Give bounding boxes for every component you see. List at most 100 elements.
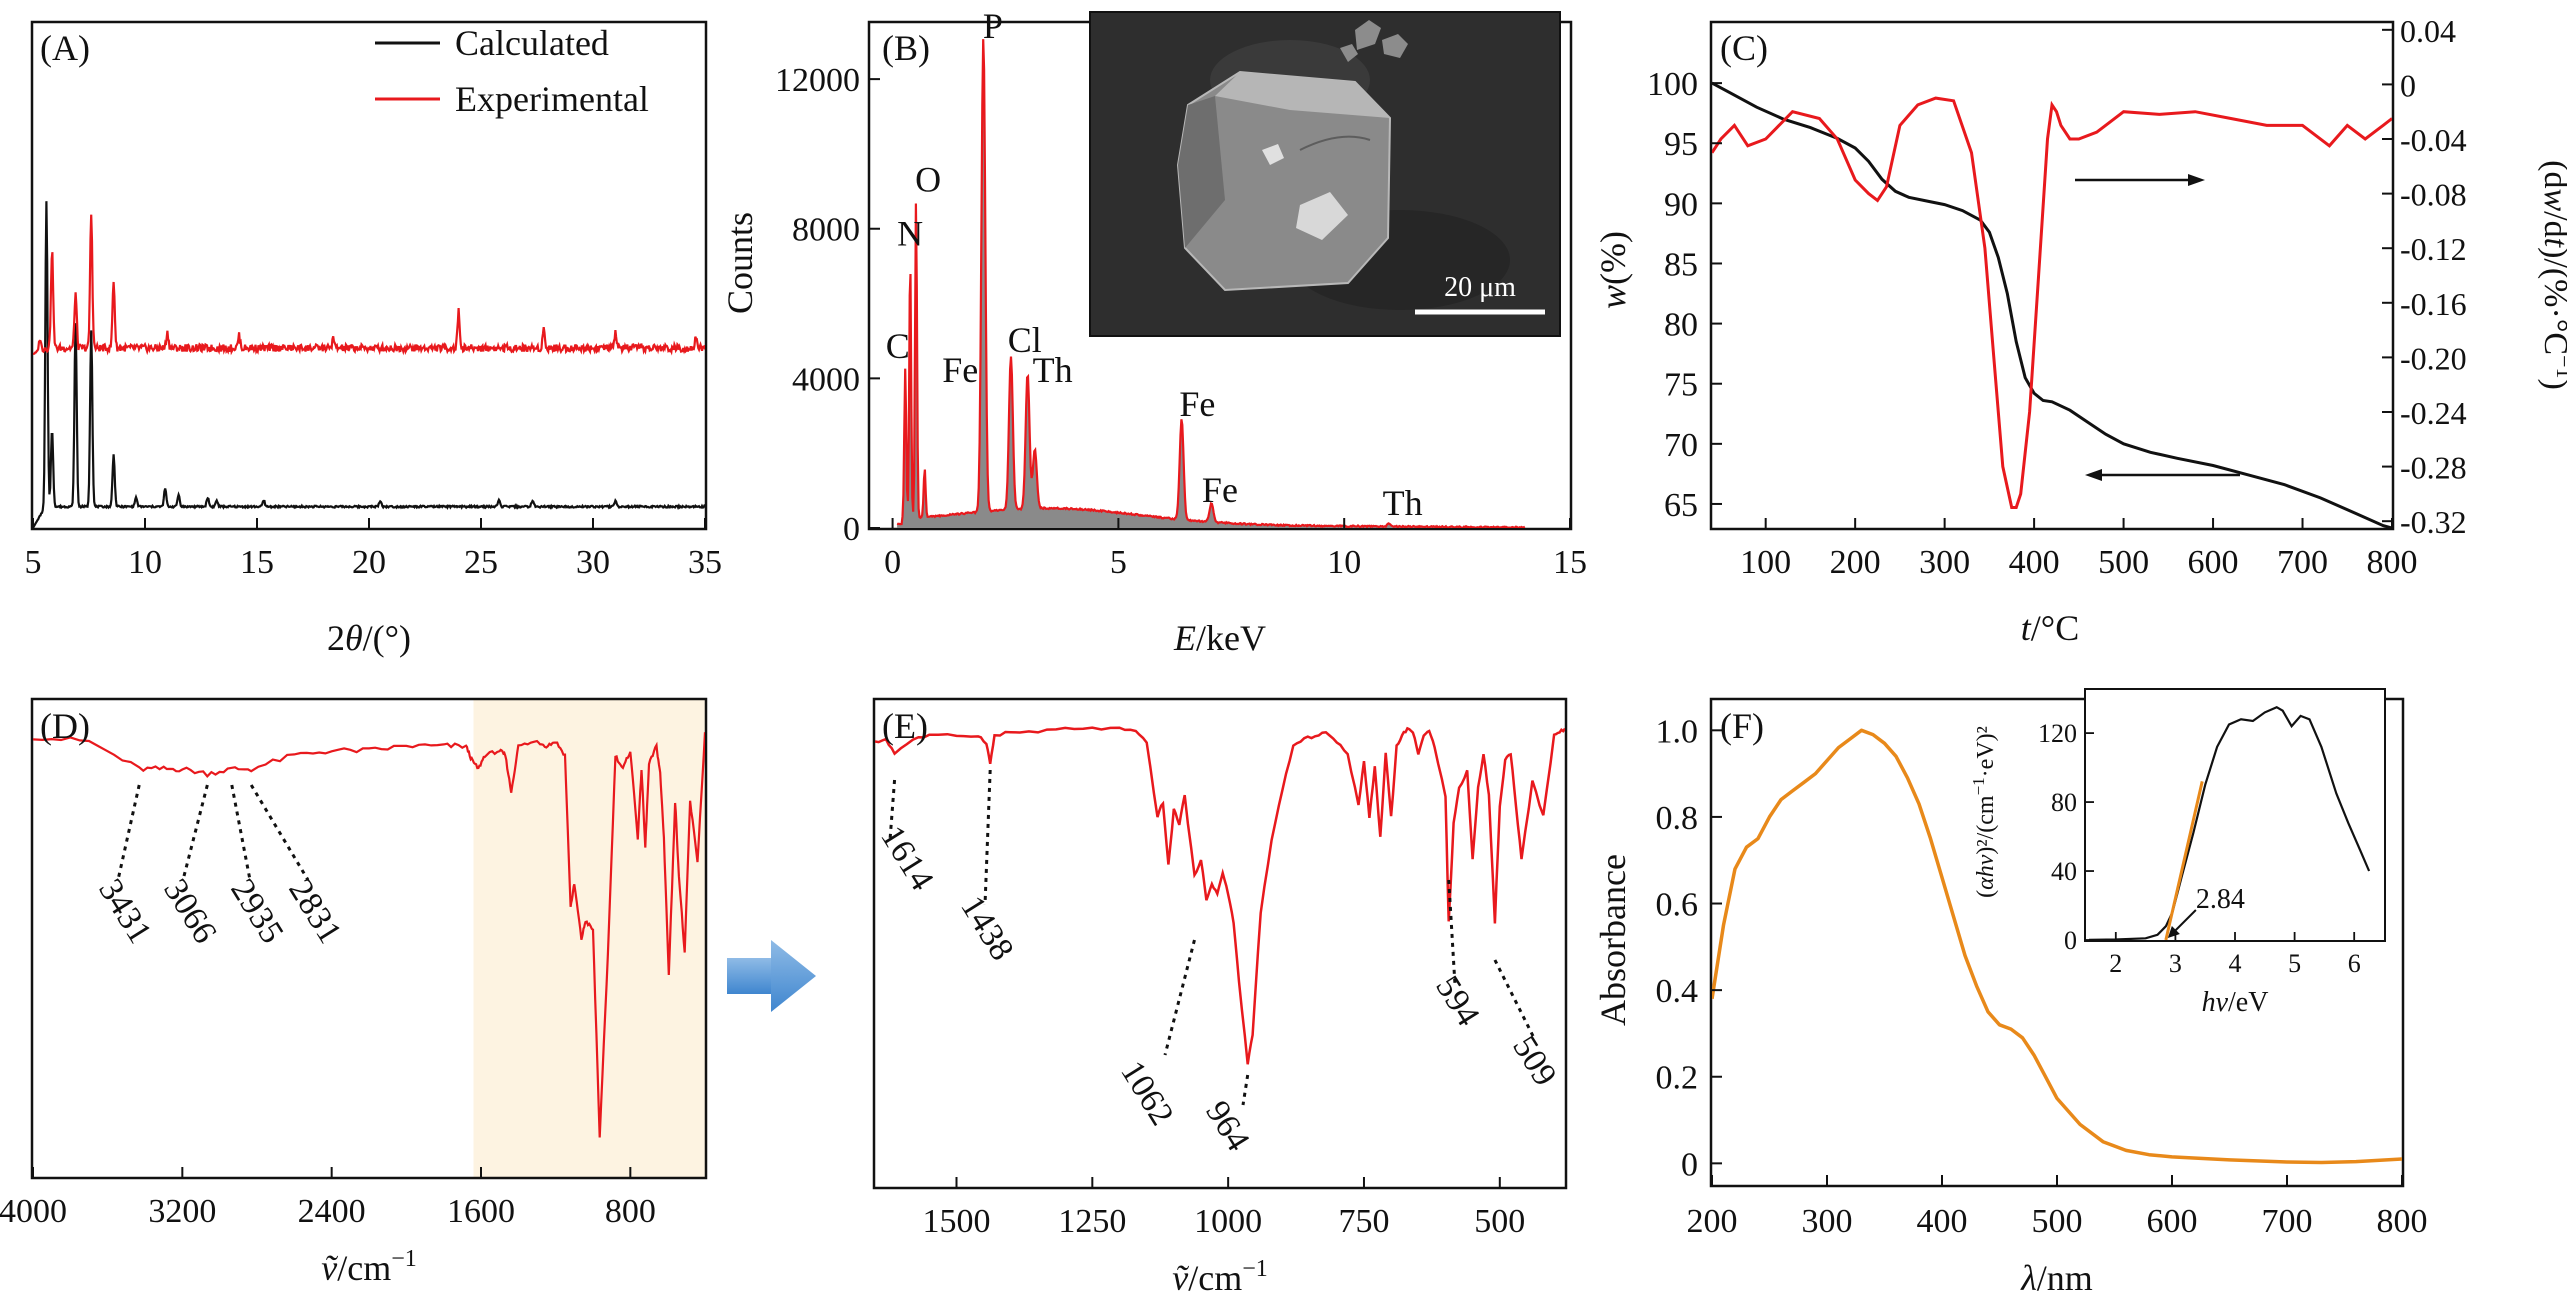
panel-c-arrows [2075,174,2240,481]
panel-c-xlabel-unit: /°C [2031,608,2079,648]
panel-a-frame [30,20,708,531]
panel-b-xlabel-unit: /keV [1196,618,1266,658]
y-tick-label: 70 [1664,427,1698,464]
sem-scale-bar-label: 20 μm [1444,272,1516,303]
series-line-experimental [33,214,705,356]
peak-label: 594 [1428,970,1486,1033]
y-tick-label: 75 [1664,367,1698,404]
panel-c-y-axis-label: w(%) [1593,231,1633,309]
eds-spectrum-line [896,39,1526,528]
inset-y-tick-label: 0 [2064,926,2077,955]
tauc-plot-inset: 2 3 4 5 6 0 40 80 120 2.84 (αhv)²/(cm−1·eV)² hv/… [1969,688,2386,1018]
x-tick-label: 600 [2188,544,2239,581]
peak-leader-line [1163,939,1196,1056]
y-tick-label: 12000 [775,62,860,99]
panel-f-xlabel-symbol: λ [2020,1258,2037,1298]
panel-c-plot [1712,81,2392,528]
peak-leader-line [230,784,252,881]
transition-arrow [727,940,816,1012]
panel-f-xlabel-unit: /nm [2037,1258,2093,1298]
panel-c-ylabel-unit: (%) [1593,231,1633,285]
y-tick-label: 85 [1664,246,1698,283]
panel-f-label: (F) [1720,706,1764,746]
peak-label: 2935 [223,873,290,950]
panel-d-frame [30,697,708,1180]
x-tick-label: 500 [1474,1203,1525,1240]
x-tick-label: 1000 [1194,1203,1262,1240]
y2-tick-label: 0.04 [2400,13,2456,49]
x-tick-label: 5 [25,544,42,581]
panel-d-xlabel-exp: −1 [391,1246,417,1272]
peak-leader-line [116,784,141,881]
x-tick-label: 200 [1830,544,1881,581]
dtg-curve [1712,96,2392,509]
element-label: Fe [942,350,978,390]
x-tick-label: 600 [2147,1203,2198,1240]
x-tick-label: 200 [1687,1203,1738,1240]
panel-b-ticks: 0 5 10 15 0 4000 8000 12000 [775,62,1587,581]
peak-label: 509 [1505,1030,1563,1093]
sem-crystal-fragment [1262,144,1284,165]
panel-c-ylabel-symbol: w [1593,285,1633,309]
y-tick-label: 0.8 [1656,800,1699,837]
peak-label: 2831 [281,873,348,950]
y2-tick-label: -0.16 [2400,286,2467,322]
panel-f-plot [1712,728,2402,1165]
y2label-part: −1 [2552,355,2567,378]
panel-a-x-ticks: 5 10 15 20 25 30 35 [25,518,722,581]
y2-tick-label: 0 [2400,67,2416,103]
panel-e-label: (E) [882,706,928,746]
panel-f: (F) 200 300 400 500 600 700 80000.20.40.60.81.… [1593,688,2428,1298]
y-tick-label: 0 [843,511,860,548]
inset-x-tick-label: 2 [2109,949,2122,978]
y2label-part: )/(%·°C [2537,247,2567,355]
panel-f-frame [1709,697,2405,1188]
arrow-head-right [2188,174,2205,186]
panel-a-plot [33,201,705,528]
x-tick-label: 1500 [922,1203,990,1240]
y-tick-label: 65 [1664,487,1698,524]
panel-a-label: (A) [40,28,90,68]
tauc-curve [2088,705,2371,940]
peak-leader-line [888,779,897,841]
panel-e-xlabel-unit: /cm [1188,1258,1242,1298]
x-tick-label: 1600 [447,1193,515,1230]
y-tick-label: 4000 [792,361,860,398]
x-tick-label: 800 [2377,1203,2428,1240]
peak-leader-line [249,784,310,881]
tauc-inset-plot [2088,705,2371,940]
panel-c-x-axis-label: t/°C [2021,608,2079,648]
x-tick-label: 2400 [298,1193,366,1230]
uv-vis-curve [1712,728,2402,1165]
inset-y-tick-label: 80 [2051,788,2077,817]
y-tick-label: 8000 [792,212,860,249]
tauc-inset-x-axis-label: hv/eV [2202,987,2269,1018]
x-tick-label: 100 [1740,544,1791,581]
element-label: Cl [1008,320,1042,360]
element-label: Th [1383,483,1423,523]
legend-label-calculated: Calculated [455,23,609,63]
tauc-ylabel-part: ·eV)² [1973,726,1999,777]
panel-c-xlabel-symbol: t [2021,608,2032,648]
inset-y-tick-label: 120 [2038,719,2077,748]
peak-leader-line [983,769,992,906]
panel-e-xlabel-symbol: ṽ [1172,1258,1189,1298]
peak-label: 3431 [91,873,158,950]
y-tick-label: 0.2 [1656,1060,1699,1097]
panel-b-x-axis-label: E/keV [1173,618,1266,658]
x-tick-label: 10 [128,544,162,581]
arrow-head-left [2085,469,2102,481]
tauc-xlabel-symbol: hv [2202,987,2229,1018]
transition-arrow-head [771,940,816,1012]
panel-e-xlabel-exp: −1 [1242,1256,1268,1282]
x-tick-label: 10 [1327,544,1361,581]
sem-crack [1299,135,1371,151]
x-tick-label: 4000 [0,1193,67,1230]
x-tick-label: 700 [2262,1203,2313,1240]
panel-e-ticks: 1500 1250 1000 750 500 [922,1177,1525,1240]
y-tick-label: 80 [1664,307,1698,344]
panel-c-y2-axis-label: (dw/dt)/(%·°C−1) [2537,160,2567,390]
tauc-ylabel-part: ( [1973,890,1999,898]
